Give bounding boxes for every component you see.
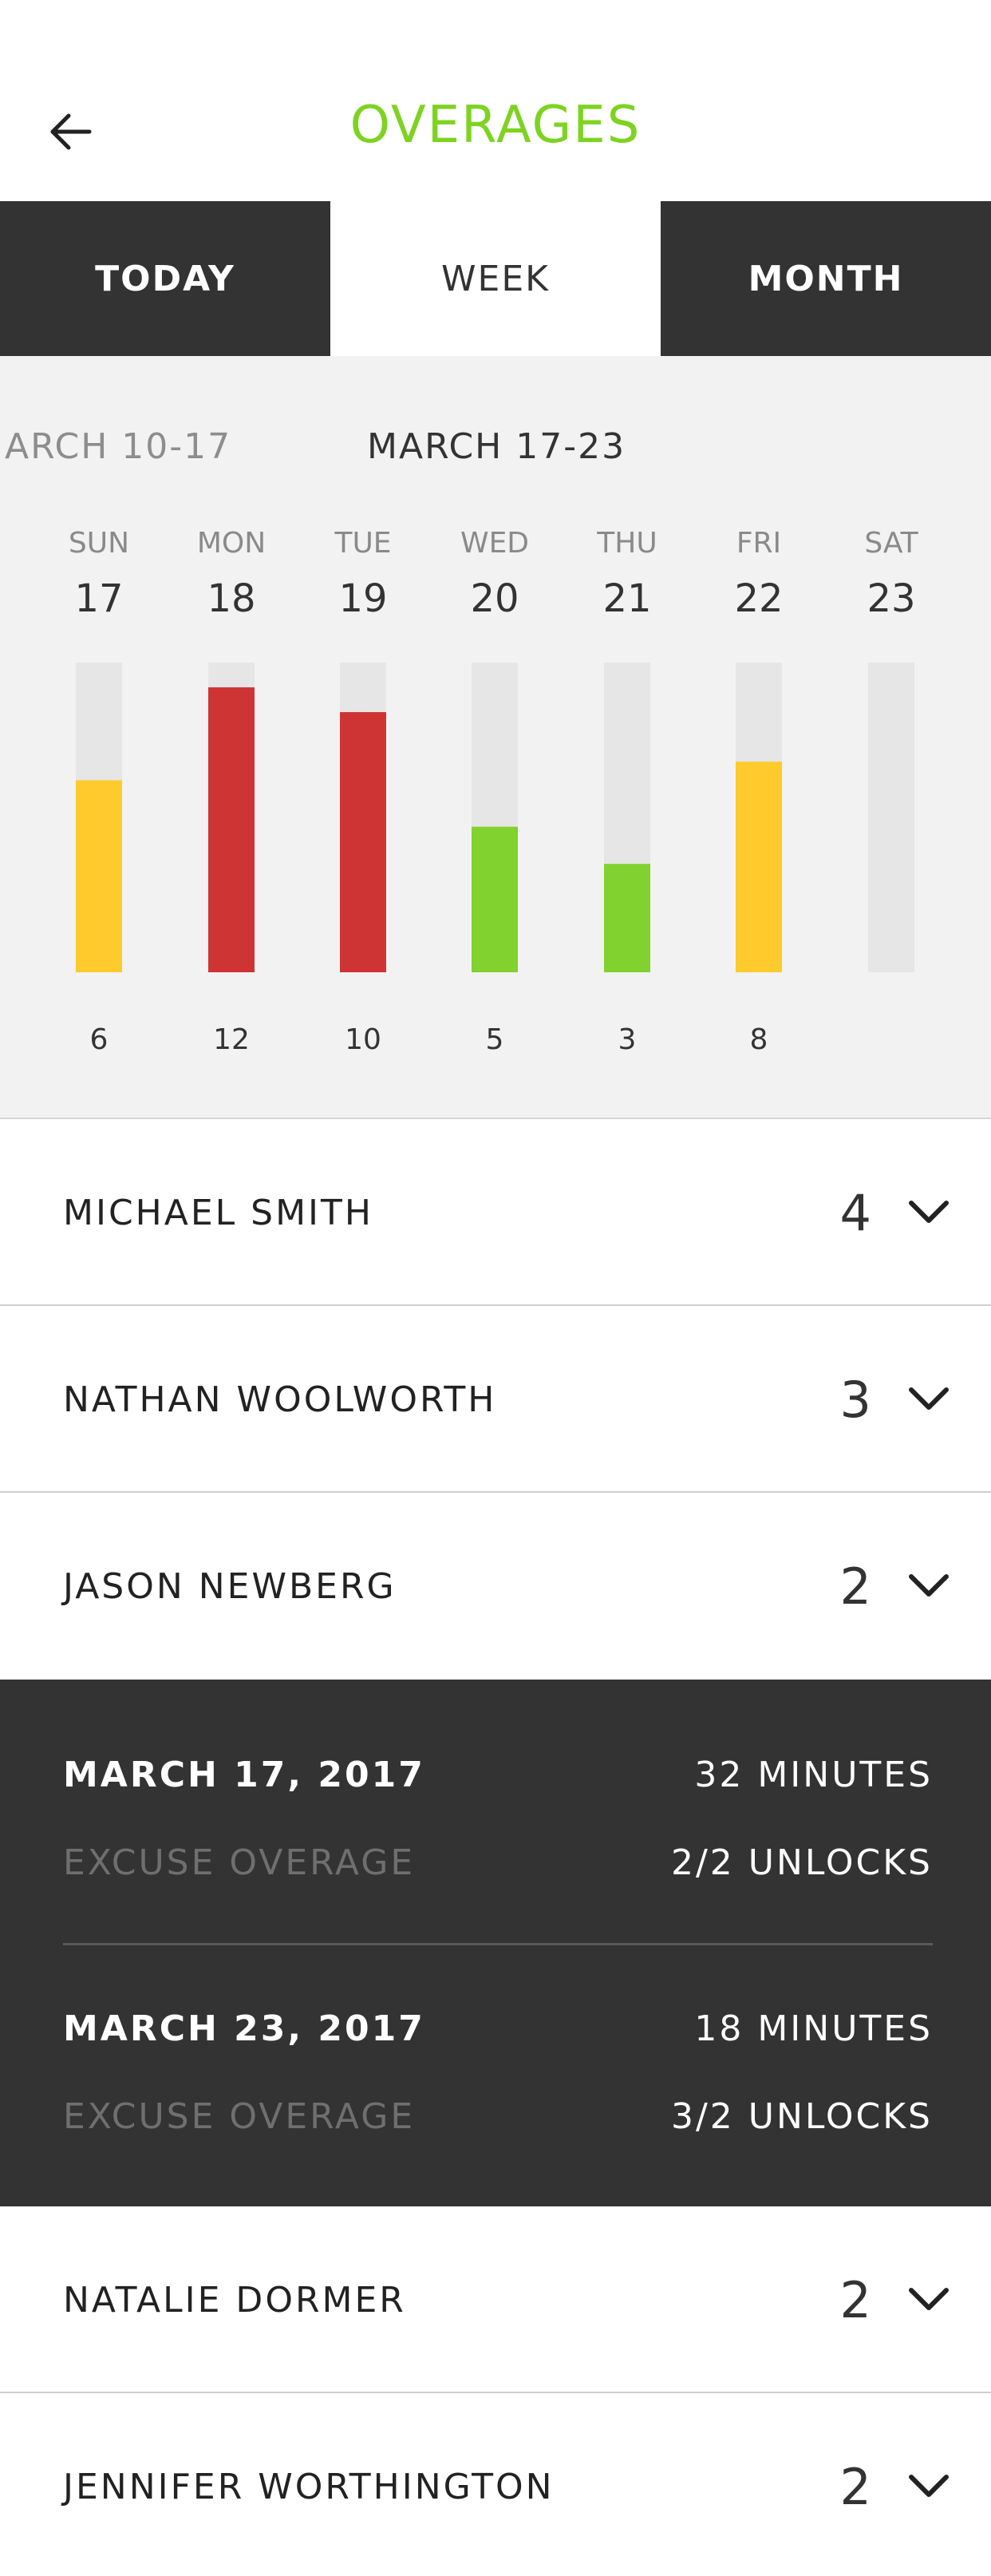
overage-count: 3 — [839, 1370, 871, 1429]
bar-value-label: 10 — [345, 1023, 381, 1056]
bar-value-label: 12 — [213, 1023, 250, 1056]
excuse-overage-button[interactable]: EXCUSE OVERAGE — [63, 2096, 416, 2137]
tab-week[interactable]: WEEK — [330, 201, 661, 356]
overage-count: 4 — [839, 1183, 871, 1242]
tab-month[interactable]: MONTH — [661, 201, 991, 356]
person-row-natalie-dormer[interactable]: NATALIE DORMER 2 — [0, 2206, 991, 2393]
date-label: 19 — [338, 576, 387, 621]
bar-fill — [76, 780, 122, 972]
date-label: 23 — [867, 576, 915, 621]
day-label: MON — [197, 527, 266, 560]
overage-date: MARCH 17, 2017 — [63, 1755, 425, 1795]
overage-count: 2 — [839, 1557, 871, 1616]
date-label: 17 — [74, 576, 123, 621]
arrow-left-icon — [50, 113, 92, 150]
detail-divider — [63, 1943, 933, 1945]
bar-track — [868, 663, 914, 972]
bar-fill — [736, 762, 782, 972]
current-week-range: MARCH 17-23 — [367, 426, 626, 467]
overage-date: MARCH 23, 2017 — [63, 2008, 425, 2049]
chevron-down-icon[interactable] — [905, 1562, 953, 1610]
person-row-nathan-woolworth[interactable]: NATHAN WOOLWORTH 3 — [0, 1306, 991, 1493]
bar-fill — [340, 712, 386, 972]
person-name: MICHAEL SMITH — [63, 1192, 373, 1233]
date-label: 18 — [207, 576, 255, 621]
weekly-bar-chart: SUN 17 6 MON 18 12 TUE 19 10 WED 20 5 THU 21 3 FRI 22 8 SA… — [69, 527, 919, 1056]
back-button[interactable] — [38, 100, 102, 164]
overage-minutes: 32 MINUTES — [694, 1755, 933, 1795]
overage-minutes: 18 MINUTES — [694, 2008, 933, 2049]
chevron-down-icon[interactable] — [905, 2463, 953, 2511]
excuse-overage-button[interactable]: EXCUSE OVERAGE — [63, 1842, 416, 1883]
overage-people-list: MICHAEL SMITH 4 NATHAN WOOLWORTH 3 JASON… — [0, 1119, 991, 2576]
chevron-down-icon[interactable] — [905, 2276, 953, 2324]
overage-entry: MARCH 23, 2017 18 MINUTES EXCUSE OVERAGE… — [63, 2008, 933, 2216]
day-label: FRI — [736, 527, 781, 560]
day-label: SUN — [69, 527, 129, 560]
date-label: 22 — [734, 576, 783, 621]
person-row-jason-newberg[interactable]: JASON NEWBERG 2 — [0, 1493, 991, 1680]
chevron-down-icon[interactable] — [905, 1375, 953, 1423]
person-row-jennifer-worthington[interactable]: JENNIFER WORTHINGTON 2 — [0, 2393, 991, 2576]
unlocks-count: 3/2 UNLOCKS — [670, 2096, 933, 2137]
person-row-michael-smith[interactable]: MICHAEL SMITH 4 — [0, 1119, 991, 1306]
bar-value-label: 5 — [486, 1023, 504, 1056]
day-label: THU — [596, 527, 657, 560]
chevron-down-icon[interactable] — [905, 1189, 953, 1237]
unlocks-count: 2/2 UNLOCKS — [670, 1842, 933, 1883]
day-label: WED — [460, 527, 529, 560]
person-name: NATHAN WOOLWORTH — [63, 1379, 497, 1420]
bar-fill — [604, 864, 650, 972]
overage-entry: MARCH 17, 2017 32 MINUTES EXCUSE OVERAGE… — [63, 1755, 933, 1962]
page-title: OVERAGES — [349, 96, 642, 155]
person-name: JENNIFER WORTHINGTON — [63, 2466, 555, 2507]
bar-value-label: 3 — [618, 1023, 637, 1056]
bar-fill — [472, 826, 518, 972]
period-tabs: TODAY WEEK MONTH — [0, 201, 991, 356]
app-header: OVERAGES — [0, 0, 991, 201]
bar-fill — [208, 687, 255, 972]
date-label: 20 — [470, 576, 519, 621]
date-label: 21 — [602, 576, 651, 621]
overage-count: 2 — [839, 2270, 871, 2329]
person-name: NATALIE DORMER — [63, 2279, 406, 2321]
previous-week-range[interactable]: ARCH 10-17 — [5, 426, 232, 467]
day-label: SAT — [864, 527, 918, 560]
bar-value-label: 6 — [90, 1023, 109, 1056]
person-name: JASON NEWBERG — [63, 1565, 397, 1607]
tab-today[interactable]: TODAY — [0, 201, 330, 356]
bar-value-label: 8 — [750, 1023, 768, 1056]
day-label: TUE — [334, 527, 391, 560]
weekly-chart-panel: SUN 17 6 MON 18 12 TUE 19 10 WED 20 5 THU 21 3 FRI 22 8 SA… — [0, 356, 991, 1119]
overage-count: 2 — [839, 2457, 871, 2516]
overage-detail-panel: MARCH 17, 2017 32 MINUTES EXCUSE OVERAGE… — [0, 1680, 991, 2206]
